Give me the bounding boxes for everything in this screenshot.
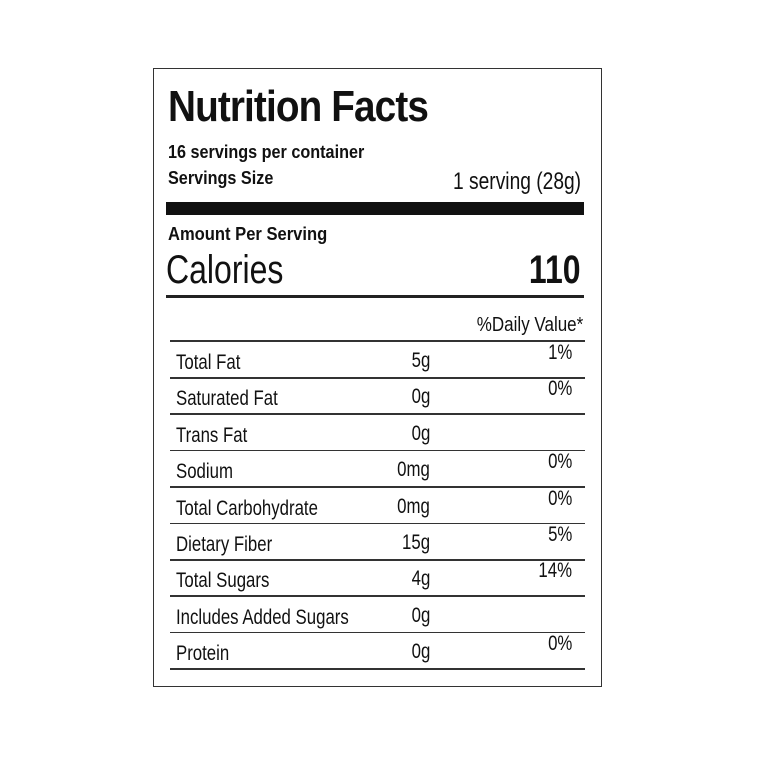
nutrient-daily-value: 0% — [542, 487, 572, 511]
nutrient-amount-text: 0g — [411, 385, 430, 409]
label-title-text: Nutrition Facts — [168, 82, 429, 131]
calories-label: Calories — [166, 248, 313, 293]
nutrient-amount-text: 15g — [401, 531, 430, 554]
nutrient-amount: 0g — [407, 604, 430, 628]
nutrient-name: Includes Added Sugars — [176, 606, 392, 630]
nutrient-row: Protein 0g 0% — [170, 632, 580, 668]
nutrient-name-text: Saturated Fat — [176, 387, 278, 411]
row-divider — [170, 413, 585, 415]
label-title: Nutrition Facts — [168, 82, 463, 132]
nutrient-amount-text: 0g — [411, 640, 430, 664]
nutrient-daily-value: 14% — [530, 559, 572, 583]
nutrient-row: Total Carbohydrate 0mg 0% — [170, 487, 580, 523]
nutrient-name-text: Dietary Fiber — [176, 533, 273, 556]
nutrient-daily-value: 5% — [542, 523, 572, 547]
nutrient-name: Total Sugars — [176, 569, 293, 593]
nutrient-amount-text: 0g — [411, 603, 430, 627]
servings-per-container-text: 16 servings per container — [168, 142, 365, 162]
nutrient-amount-text: 4g — [411, 567, 430, 591]
row-divider — [170, 595, 585, 597]
nutrient-row: Trans Fat 0g — [170, 414, 580, 450]
daily-value-header: %Daily Value* — [458, 314, 583, 337]
row-divider — [170, 340, 585, 342]
nutrient-row: Total Fat 5g 1% — [170, 341, 580, 377]
nutrient-daily-value-text: 14% — [538, 559, 572, 583]
nutrient-name-text: Total Carbohydrate — [176, 496, 318, 520]
nutrient-daily-value-text: 0% — [547, 450, 572, 474]
nutrient-amount: 0g — [407, 422, 430, 446]
row-divider — [170, 449, 585, 452]
thick-divider — [166, 202, 584, 215]
nutrient-name: Sodium — [176, 460, 247, 484]
nutrient-name: Total Carbohydrate — [176, 497, 353, 521]
daily-value-header-text: %Daily Value* — [476, 314, 583, 336]
nutrient-name: Saturated Fat — [176, 387, 303, 411]
servings-per-container: 16 servings per container — [168, 142, 386, 163]
nutrient-name: Total Fat — [176, 351, 257, 375]
nutrient-name-text: Total Sugars — [176, 569, 270, 593]
nutrient-row: Includes Added Sugars 0g — [170, 596, 580, 632]
nutrient-amount: 0g — [407, 640, 430, 664]
nutrient-amount-text: 0mg — [397, 458, 430, 482]
nutrient-amount: 15g — [395, 531, 430, 555]
calories-label-text: Calories — [166, 248, 284, 292]
serving-size-value: 1 serving (28g) — [421, 168, 581, 196]
nutrient-row: Total Sugars 4g 14% — [170, 559, 580, 595]
nutrient-daily-value: 0% — [542, 632, 572, 656]
nutrient-name: Dietary Fiber — [176, 533, 296, 557]
nutrient-row: Dietary Fiber 15g 5% — [170, 523, 580, 559]
nutrition-label-border — [153, 68, 602, 687]
nutrient-daily-value-text: 0% — [547, 377, 572, 401]
nutrient-daily-value-text: 0% — [547, 632, 572, 656]
row-divider — [170, 377, 585, 379]
nutrient-daily-value-text: 5% — [547, 523, 572, 546]
nutrient-amount: 4g — [407, 567, 430, 591]
nutrient-daily-value-text: 1% — [547, 341, 572, 364]
nutrient-name: Trans Fat — [176, 424, 265, 448]
nutrient-amount: 0mg — [389, 458, 430, 482]
row-divider — [170, 522, 585, 525]
nutrient-name-text: Trans Fat — [176, 423, 248, 447]
amount-per-serving: Amount Per Serving — [168, 224, 341, 245]
calories-value: 110 — [516, 248, 581, 293]
serving-size-value-text: 1 serving (28g) — [452, 168, 581, 195]
nutrient-name-text: Sodium — [176, 460, 233, 484]
calories-divider — [166, 295, 584, 298]
row-divider — [170, 668, 585, 670]
nutrient-row: Sodium 0mg 0% — [170, 450, 580, 486]
row-divider — [170, 631, 585, 634]
nutrient-daily-value: 0% — [542, 377, 572, 401]
amount-per-serving-text: Amount Per Serving — [168, 224, 328, 244]
nutrient-daily-value-text: 0% — [547, 486, 572, 510]
nutrient-amount: 0mg — [389, 495, 430, 519]
nutrient-daily-value: 1% — [542, 341, 572, 365]
serving-size-label: Servings Size — [168, 168, 285, 189]
nutrient-row: Saturated Fat 0g 0% — [170, 377, 580, 413]
nutrient-amount-text: 0mg — [397, 494, 430, 518]
nutrient-amount: 5g — [407, 349, 430, 373]
nutrient-name: Protein — [176, 642, 243, 666]
row-divider — [170, 486, 585, 488]
row-divider — [170, 559, 585, 561]
nutrient-amount-text: 0g — [411, 421, 430, 445]
calories-value-text: 110 — [529, 248, 581, 292]
nutrient-daily-value: 0% — [542, 450, 572, 474]
nutrient-name-text: Protein — [176, 642, 230, 666]
serving-size-label-text: Servings Size — [168, 168, 274, 188]
nutrient-amount: 0g — [407, 385, 430, 409]
nutrient-amount-text: 5g — [411, 349, 430, 372]
nutrient-name-text: Total Fat — [176, 351, 241, 374]
nutrient-name-text: Includes Added Sugars — [176, 605, 349, 629]
